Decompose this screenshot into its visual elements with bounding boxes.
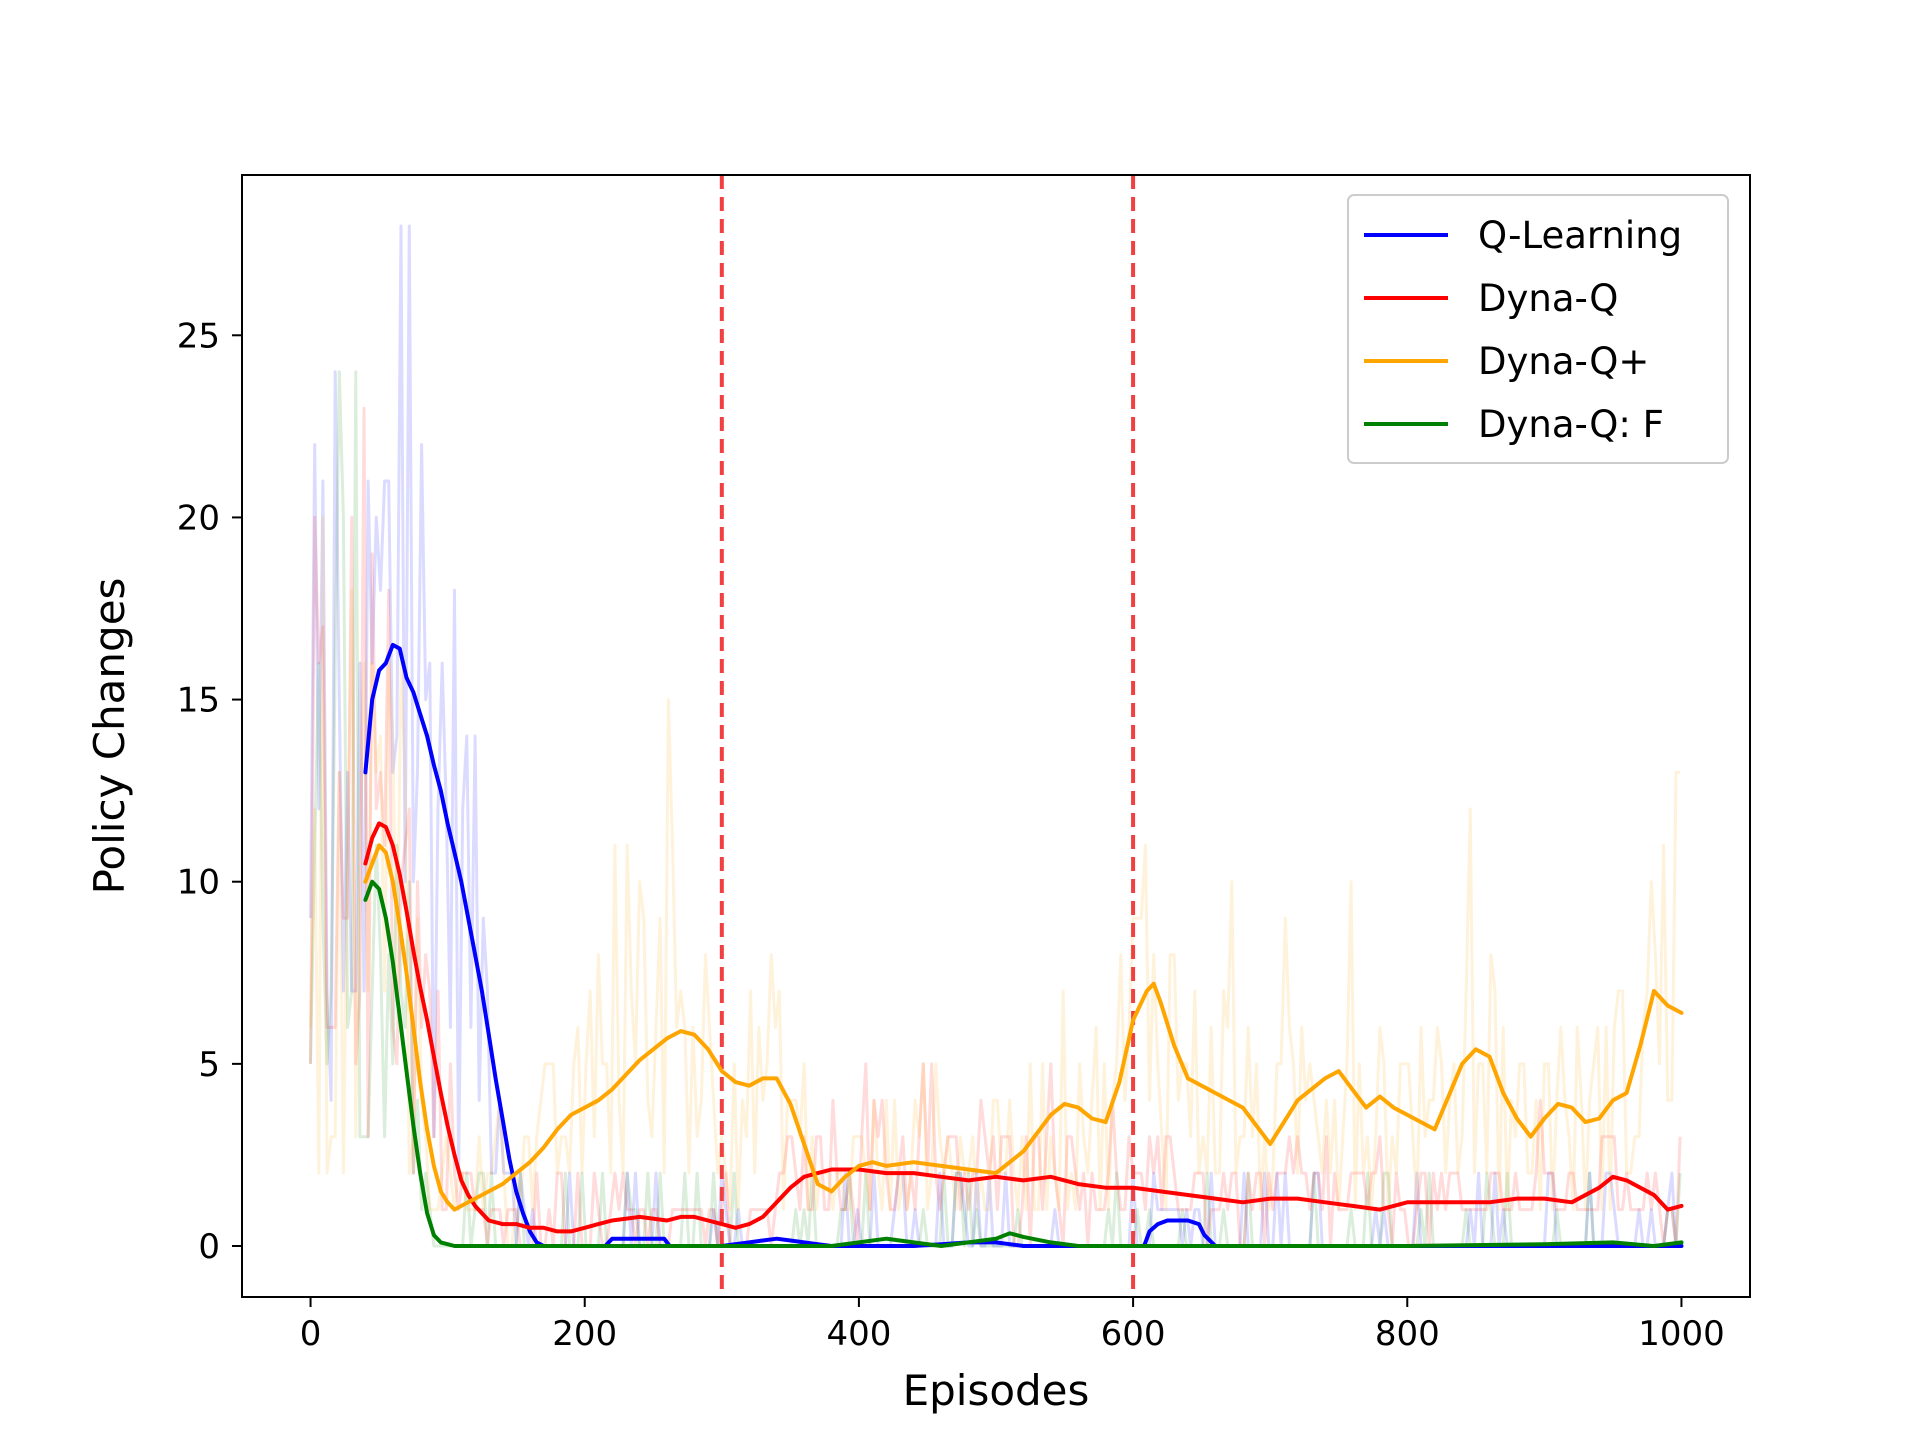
y-axis-label: Policy Changes bbox=[85, 578, 134, 895]
x-tick-label-5: 1000 bbox=[1638, 1314, 1725, 1354]
legend-label-2: Dyna-Q+ bbox=[1478, 340, 1649, 383]
x-axis-label: Episodes bbox=[903, 1366, 1090, 1415]
x-tick-label-3: 600 bbox=[1101, 1314, 1166, 1354]
x-tick-label-0: 0 bbox=[300, 1314, 322, 1354]
legend: Q-Learning Dyna-Q Dyna-Q+ Dyna-Q: F bbox=[1347, 194, 1729, 464]
series-line-3 bbox=[363, 879, 1684, 1248]
y-tick-label-4: 20 bbox=[177, 498, 220, 538]
series-line-1 bbox=[363, 821, 1684, 1234]
legend-label-1: Dyna-Q bbox=[1478, 277, 1618, 320]
series-line-2 bbox=[363, 843, 1684, 1212]
y-tick-label-5: 25 bbox=[177, 316, 220, 356]
legend-label-3: Dyna-Q: F bbox=[1478, 403, 1664, 446]
x-tick-label-4: 800 bbox=[1375, 1314, 1440, 1354]
y-tick-label-0: 0 bbox=[198, 1227, 220, 1267]
plot-frame bbox=[241, 174, 1751, 1298]
y-tick-label-3: 15 bbox=[177, 681, 220, 721]
reference-lines bbox=[719, 175, 1136, 1297]
legend-label-0: Q-Learning bbox=[1478, 214, 1682, 257]
y-tick-label-1: 5 bbox=[198, 1045, 220, 1085]
series-line-0 bbox=[363, 642, 1684, 1248]
x-tick-label-1: 200 bbox=[552, 1314, 617, 1354]
raw-trace-2 bbox=[309, 515, 1681, 1248]
y-tick-label-2: 10 bbox=[177, 863, 220, 903]
legend-box bbox=[1347, 194, 1729, 464]
x-axis-ticks: 0 200 400 600 800 1000 bbox=[300, 1297, 1725, 1354]
series-lines bbox=[363, 642, 1684, 1248]
x-tick-label-2: 400 bbox=[826, 1314, 891, 1354]
y-axis-ticks: 0 5 10 15 20 25 bbox=[177, 316, 242, 1267]
